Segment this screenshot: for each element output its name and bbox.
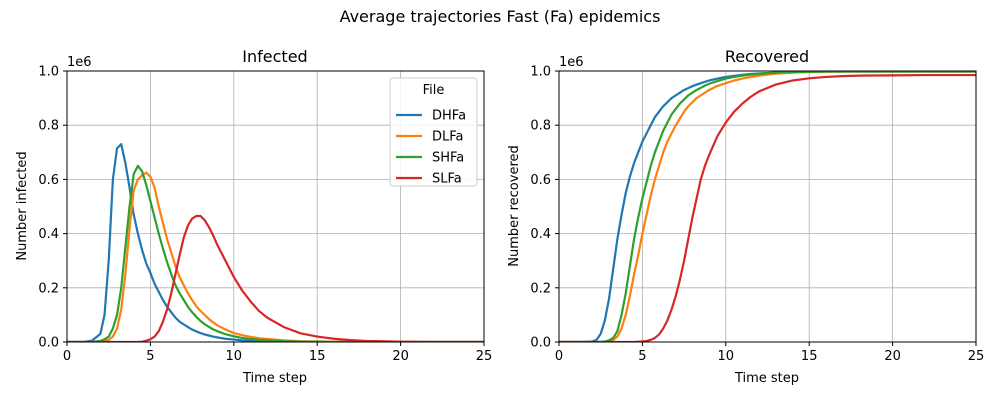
recovered-y-tick-label: 0.8 xyxy=(530,119,551,134)
infected-y-tick-label: 0.0 xyxy=(38,336,59,351)
recovered-y-tick-label: 0.6 xyxy=(530,173,551,188)
recovered-y-tick-label: 0.0 xyxy=(530,336,551,351)
recovered-panel: Recovered 1e6 Time step Number recovered… xyxy=(507,47,984,386)
recovered-series-line-dhfa xyxy=(559,70,976,342)
recovered-series-line-slfa xyxy=(559,73,976,342)
infected-x-tick-label: 5 xyxy=(146,349,154,364)
infected-panel: Infected 1e6 Time step Number infected 0… xyxy=(15,47,492,386)
recovered-x-tick-label: 0 xyxy=(555,349,563,364)
recovered-y-tick-label: 1.0 xyxy=(530,65,551,80)
infected-x-tick-label: 15 xyxy=(309,349,326,364)
infected-panel-title: Infected xyxy=(242,47,307,66)
recovered-y-tick-label: 0.2 xyxy=(530,281,551,296)
infected-series-line-shfa xyxy=(67,164,484,342)
infected-series-line-slfa xyxy=(67,214,484,342)
infected-y-tick-label: 0.2 xyxy=(38,281,59,296)
legend-title: File xyxy=(423,83,445,98)
infected-x-axis-label: Time step xyxy=(242,371,307,386)
infected-y-offset-label: 1e6 xyxy=(67,55,92,70)
recovered-x-tick-label: 15 xyxy=(801,349,818,364)
infected-axes-frame xyxy=(66,70,485,343)
infected-x-tick-label: 25 xyxy=(476,349,493,364)
recovered-y-axis-label: Number recovered xyxy=(507,145,522,267)
recovered-x-tick-label: 5 xyxy=(638,349,646,364)
infected-y-tick-label: 0.8 xyxy=(38,119,59,134)
figure-title: Average trajectories Fast (Fa) epidemics xyxy=(339,7,661,26)
recovered-panel-title: Recovered xyxy=(725,47,809,66)
legend-label-dhfa: DHFa xyxy=(432,109,466,124)
recovered-y-offset-label: 1e6 xyxy=(559,55,584,70)
recovered-x-tick-label: 25 xyxy=(968,349,985,364)
infected-x-tick-label: 20 xyxy=(392,349,409,364)
recovered-x-tick-label: 20 xyxy=(884,349,901,364)
infected-y-tick-label: 0.4 xyxy=(38,227,59,242)
legend-box xyxy=(389,77,478,187)
infected-y-axis-label: Number infected xyxy=(15,151,30,260)
recovered-series-line-shfa xyxy=(559,70,976,342)
legend-label-shfa: SHFa xyxy=(432,151,464,166)
infected-x-tick-label: 10 xyxy=(226,349,243,364)
legend-label-slfa: SLFa xyxy=(432,172,462,187)
legend-label-dlfa: DLFa xyxy=(432,130,464,145)
infected-y-tick-label: 1.0 xyxy=(38,65,59,80)
recovered-x-tick-label: 10 xyxy=(718,349,735,364)
recovered-x-axis-label: Time step xyxy=(734,371,799,386)
recovered-axes-frame xyxy=(558,70,977,343)
recovered-y-tick-label: 0.4 xyxy=(530,227,551,242)
infected-y-tick-label: 0.6 xyxy=(38,173,59,188)
recovered-series-line-dlfa xyxy=(559,70,976,342)
infected-x-tick-label: 0 xyxy=(63,349,71,364)
